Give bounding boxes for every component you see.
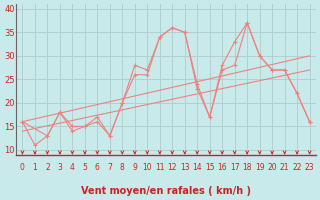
X-axis label: Vent moyen/en rafales ( km/h ): Vent moyen/en rafales ( km/h ) [81, 186, 251, 196]
